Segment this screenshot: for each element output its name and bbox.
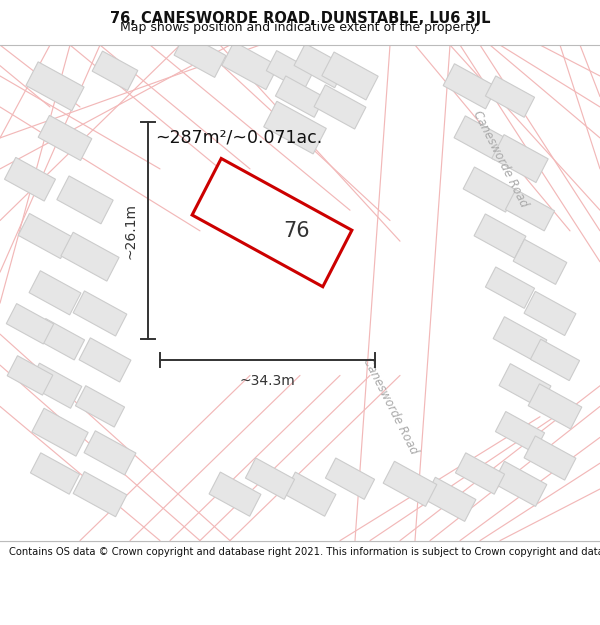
- Polygon shape: [35, 319, 85, 360]
- Text: ~26.1m: ~26.1m: [124, 203, 138, 259]
- Polygon shape: [6, 304, 54, 344]
- Polygon shape: [29, 271, 81, 315]
- Polygon shape: [513, 239, 567, 284]
- Polygon shape: [528, 384, 582, 429]
- Polygon shape: [73, 472, 127, 517]
- Polygon shape: [38, 116, 92, 161]
- Polygon shape: [424, 478, 476, 521]
- Polygon shape: [57, 176, 113, 224]
- Polygon shape: [275, 76, 325, 118]
- Polygon shape: [463, 167, 517, 212]
- Polygon shape: [7, 356, 53, 395]
- Polygon shape: [499, 364, 551, 408]
- Polygon shape: [496, 411, 545, 453]
- Polygon shape: [266, 51, 314, 91]
- Text: ~287m²/~0.071ac.: ~287m²/~0.071ac.: [155, 129, 322, 147]
- Polygon shape: [455, 453, 505, 494]
- Text: 76, CANESWORDE ROAD, DUNSTABLE, LU6 3JL: 76, CANESWORDE ROAD, DUNSTABLE, LU6 3JL: [110, 11, 490, 26]
- Polygon shape: [174, 33, 226, 78]
- Polygon shape: [79, 338, 131, 382]
- Polygon shape: [325, 458, 374, 499]
- Polygon shape: [492, 134, 548, 182]
- Polygon shape: [61, 232, 119, 281]
- Polygon shape: [322, 52, 378, 100]
- Polygon shape: [222, 42, 278, 89]
- Polygon shape: [192, 159, 352, 287]
- Text: 76: 76: [284, 221, 310, 241]
- Polygon shape: [485, 267, 535, 308]
- Text: ~34.3m: ~34.3m: [239, 374, 295, 388]
- Text: Canesworde Road: Canesworde Road: [360, 356, 420, 457]
- Polygon shape: [524, 291, 576, 336]
- Polygon shape: [84, 431, 136, 475]
- Polygon shape: [530, 339, 580, 381]
- Text: Contains OS data © Crown copyright and database right 2021. This information is : Contains OS data © Crown copyright and d…: [9, 546, 600, 556]
- Polygon shape: [32, 408, 88, 456]
- Polygon shape: [28, 363, 82, 408]
- Polygon shape: [209, 472, 261, 516]
- Polygon shape: [524, 436, 576, 480]
- Polygon shape: [474, 214, 526, 258]
- Polygon shape: [314, 85, 366, 129]
- Polygon shape: [383, 461, 437, 506]
- Polygon shape: [485, 76, 535, 118]
- Polygon shape: [443, 64, 497, 109]
- Text: Canesworde Road: Canesworde Road: [470, 108, 530, 209]
- Polygon shape: [26, 62, 84, 111]
- Polygon shape: [73, 291, 127, 336]
- Polygon shape: [76, 386, 125, 427]
- Polygon shape: [18, 214, 72, 259]
- Polygon shape: [284, 472, 336, 516]
- Polygon shape: [92, 51, 138, 91]
- Polygon shape: [294, 44, 346, 88]
- Polygon shape: [31, 453, 80, 494]
- Polygon shape: [5, 158, 55, 201]
- Polygon shape: [264, 101, 326, 154]
- Polygon shape: [505, 189, 554, 231]
- Polygon shape: [245, 458, 295, 499]
- Polygon shape: [493, 461, 547, 506]
- Polygon shape: [454, 116, 506, 160]
- Text: Map shows position and indicative extent of the property.: Map shows position and indicative extent…: [120, 21, 480, 34]
- Polygon shape: [493, 317, 547, 362]
